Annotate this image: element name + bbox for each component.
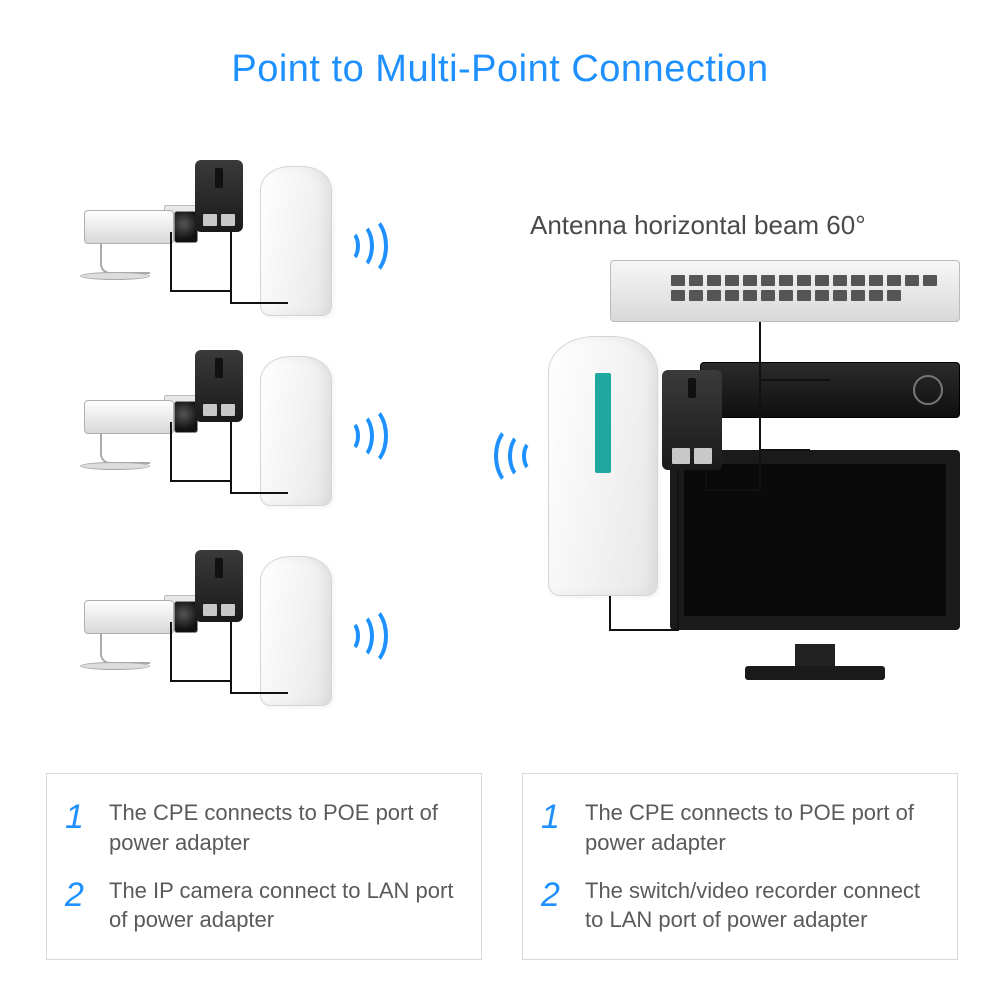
notes-box-right: 1 The CPE connects to POE port of power a… bbox=[522, 773, 958, 960]
page-title: Point to Multi-Point Connection bbox=[0, 48, 1000, 91]
cable-icon bbox=[170, 232, 230, 292]
poe-adapter-icon bbox=[195, 350, 243, 422]
note-item: 1 The CPE connects to POE port of power a… bbox=[541, 798, 937, 857]
wiring-icon bbox=[510, 250, 970, 760]
signal-wave-icon bbox=[340, 406, 376, 466]
notes-row: 1 The CPE connects to POE port of power a… bbox=[46, 773, 958, 960]
note-text: The IP camera connect to LAN port of pow… bbox=[109, 876, 461, 935]
cable-icon bbox=[230, 232, 288, 304]
cable-icon bbox=[230, 622, 288, 694]
right-diagram bbox=[510, 250, 970, 760]
note-text: The CPE connects to POE port of power ad… bbox=[109, 798, 461, 857]
note-number: 2 bbox=[541, 878, 571, 912]
signal-wave-icon bbox=[340, 606, 376, 666]
signal-wave-icon bbox=[340, 216, 376, 276]
poe-adapter-icon bbox=[195, 550, 243, 622]
note-number: 1 bbox=[65, 800, 95, 834]
beam-label: Antenna horizontal beam 60° bbox=[530, 210, 866, 241]
note-item: 2 The switch/video recorder connect to LA… bbox=[541, 876, 937, 935]
note-text: The CPE connects to POE port of power ad… bbox=[585, 798, 937, 857]
note-text: The switch/video recorder connect to LAN… bbox=[585, 876, 937, 935]
camera-cpe-unit bbox=[60, 350, 340, 520]
note-number: 2 bbox=[65, 878, 95, 912]
cable-icon bbox=[230, 422, 288, 494]
cable-icon bbox=[170, 422, 230, 482]
camera-cpe-unit bbox=[60, 550, 340, 720]
note-item: 1 The CPE connects to POE port of power a… bbox=[65, 798, 461, 857]
note-item: 2 The IP camera connect to LAN port of po… bbox=[65, 876, 461, 935]
poe-adapter-icon bbox=[195, 160, 243, 232]
notes-box-left: 1 The CPE connects to POE port of power a… bbox=[46, 773, 482, 960]
note-number: 1 bbox=[541, 800, 571, 834]
cable-icon bbox=[170, 622, 230, 682]
camera-cpe-unit bbox=[60, 160, 340, 330]
